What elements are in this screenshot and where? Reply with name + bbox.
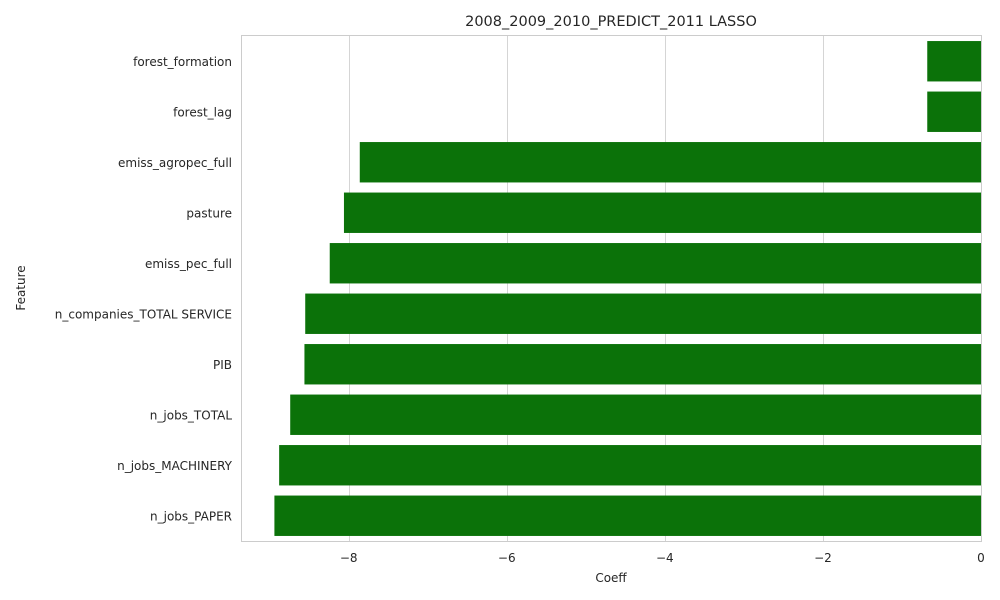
plot-frame: [241, 35, 982, 542]
y-tick-label: n_jobs_TOTAL: [150, 408, 233, 422]
y-tick-labels: forest_formation forest_lag emiss_agropec_…: [55, 55, 233, 524]
y-tick-label: n_jobs_PAPER: [150, 509, 232, 523]
bar: [290, 394, 981, 435]
y-tick-label: PIB: [213, 358, 232, 372]
y-tick-label: emiss_agropec_full: [118, 156, 232, 170]
bar: [343, 192, 982, 233]
x-tick-label: −8: [340, 551, 358, 565]
y-tick-label: pasture: [186, 206, 232, 220]
y-tick-label: n_companies_TOTAL SERVICE: [55, 307, 232, 321]
bar: [359, 142, 982, 183]
bars: [274, 41, 982, 536]
bar: [304, 344, 981, 385]
bar: [927, 91, 981, 132]
bar: [274, 495, 981, 536]
bar: [279, 445, 981, 486]
chart-title: 2008_2009_2010_PREDICT_2011 LASSO: [465, 14, 757, 30]
x-tick-labels: −8 −6 −4 −2 0: [340, 551, 985, 565]
x-tick-label: 0: [977, 551, 985, 565]
x-axis-title: Coeff: [595, 571, 627, 585]
x-tick-label: −4: [656, 551, 674, 565]
y-axis-title: Feature: [14, 265, 28, 310]
y-tick-label: n_jobs_MACHINERY: [117, 459, 233, 473]
y-tick-label: emiss_pec_full: [145, 257, 232, 271]
bar: [305, 293, 981, 334]
y-tick-label: forest_formation: [133, 55, 232, 69]
x-tick-label: −2: [814, 551, 832, 565]
bar: [927, 41, 981, 82]
x-tick-label: −6: [498, 551, 516, 565]
y-tick-label: forest_lag: [173, 105, 232, 119]
bar: [329, 243, 981, 284]
